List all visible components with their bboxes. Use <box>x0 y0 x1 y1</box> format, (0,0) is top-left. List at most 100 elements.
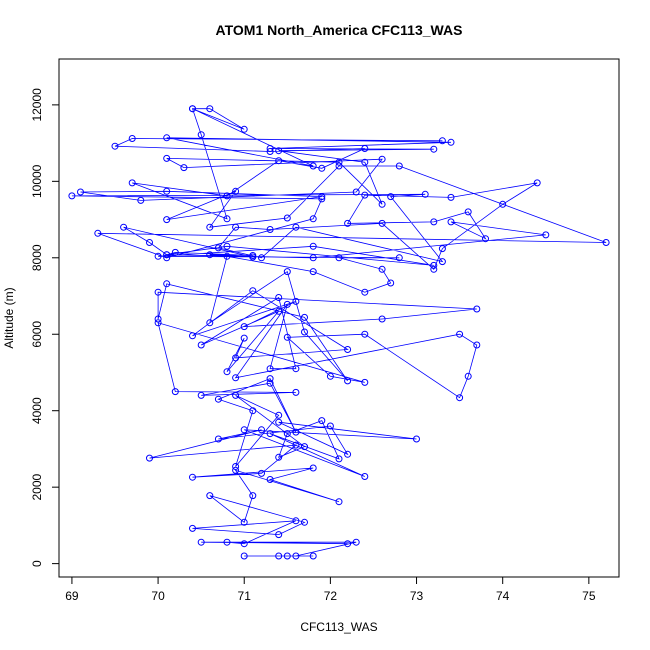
x-tick-label: 72 <box>324 589 338 603</box>
data-point <box>335 158 343 166</box>
data-point <box>378 200 386 208</box>
data-point <box>232 374 240 382</box>
data-point <box>249 407 257 415</box>
data-point <box>189 332 196 340</box>
data-point <box>352 538 360 546</box>
data-point <box>430 261 438 269</box>
data-point <box>240 334 248 342</box>
data-point <box>335 498 343 506</box>
data-point <box>240 323 248 331</box>
data-point <box>258 426 265 434</box>
data-point <box>275 294 283 301</box>
data-point <box>447 218 455 226</box>
data-point <box>128 179 136 187</box>
data-point <box>249 253 257 261</box>
data-point <box>266 379 274 387</box>
data-point <box>361 378 369 386</box>
data-point <box>232 354 240 362</box>
data-point <box>232 391 240 399</box>
data-point <box>292 517 300 525</box>
data-point <box>249 492 257 500</box>
x-tick-label: 69 <box>65 589 79 603</box>
data-point <box>361 473 369 480</box>
data-point <box>154 252 162 260</box>
data-point <box>283 333 291 341</box>
data-point <box>206 251 214 259</box>
data-point <box>318 164 326 172</box>
data-point <box>387 193 395 201</box>
x-tick-label: 70 <box>151 589 165 603</box>
data-point <box>301 328 308 336</box>
data-point <box>361 158 369 166</box>
data-point <box>275 453 283 461</box>
data-point <box>309 254 317 262</box>
data-point <box>378 315 386 323</box>
data-point <box>283 300 291 308</box>
data-point <box>387 279 395 287</box>
data-point <box>292 552 300 560</box>
data-point <box>499 200 507 208</box>
data-point <box>171 248 179 256</box>
y-tick-label: 0 <box>30 560 44 567</box>
data-point <box>456 330 464 338</box>
series-points <box>68 105 610 560</box>
data-point <box>309 464 317 472</box>
data-point <box>232 187 240 195</box>
data-point <box>447 138 455 146</box>
data-point <box>154 315 162 323</box>
data-point <box>223 368 231 376</box>
data-point <box>318 417 326 425</box>
y-axis: 0 2000 4000 6000 8000 10000 12000 <box>30 88 60 567</box>
data-point <box>206 319 214 327</box>
data-point <box>163 251 171 259</box>
data-point <box>240 552 248 560</box>
data-point <box>197 538 205 546</box>
data-point <box>464 208 472 216</box>
data-point <box>240 426 248 434</box>
data-point <box>163 280 171 288</box>
data-point <box>292 428 300 436</box>
data-point <box>361 145 369 152</box>
data-point <box>352 188 360 196</box>
data-point <box>456 394 464 402</box>
data-point <box>344 450 352 458</box>
data-point <box>240 125 248 133</box>
data-point <box>335 162 343 170</box>
data-point <box>275 157 283 165</box>
data-point <box>344 377 352 385</box>
data-point <box>189 524 196 532</box>
data-point <box>214 395 222 403</box>
data-point <box>602 239 610 246</box>
data-point <box>292 441 300 449</box>
data-point <box>361 288 369 296</box>
data-point <box>344 346 352 353</box>
data-point <box>128 135 136 142</box>
data-point <box>309 162 317 170</box>
data-point <box>292 223 300 231</box>
data-point <box>275 531 283 539</box>
data-point <box>266 365 274 373</box>
data-point <box>430 265 438 273</box>
data-point <box>214 244 222 252</box>
data-point <box>206 492 214 500</box>
series-line <box>71 108 607 557</box>
data-point <box>189 473 196 481</box>
data-point <box>77 188 84 196</box>
data-point <box>292 297 300 305</box>
data-point <box>438 245 446 253</box>
data-point <box>137 196 145 204</box>
data-point <box>283 552 291 560</box>
y-tick-label: 8000 <box>30 244 44 271</box>
data-point <box>283 268 291 276</box>
y-axis-label: Altitude (m) <box>2 287 16 348</box>
data-point <box>335 455 343 463</box>
x-axis: 69 70 71 72 73 74 75 <box>65 576 596 603</box>
data-point <box>171 388 179 396</box>
data-point <box>120 223 128 231</box>
data-point <box>318 193 326 201</box>
data-point <box>301 313 308 321</box>
data-point <box>232 463 240 470</box>
data-point <box>68 192 76 200</box>
data-point <box>447 193 455 201</box>
